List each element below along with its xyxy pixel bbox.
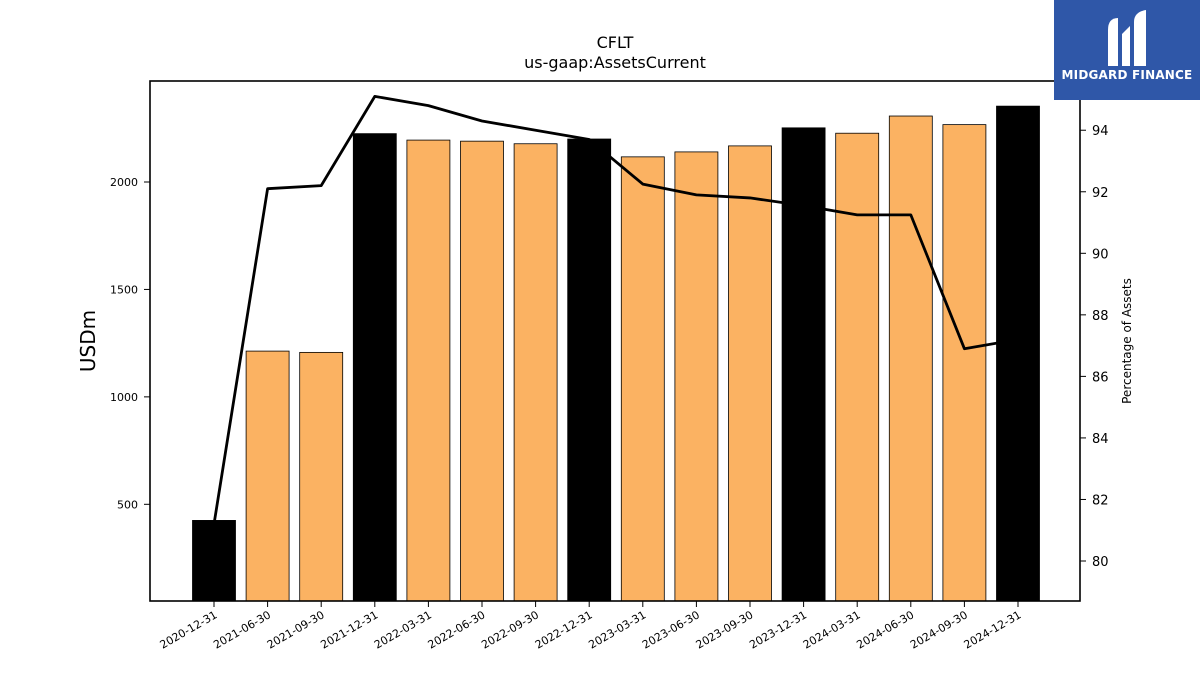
y-tick-label-right: 90 (1092, 247, 1109, 262)
y-axis-label-right: Percentage of Assets (1120, 278, 1134, 404)
bar-2022-03-31 (406, 139, 451, 602)
plot-frame (149, 80, 1081, 602)
y-tick-label-right: 84 (1092, 432, 1109, 447)
x-tick-label: 2024-03-31 (801, 608, 863, 651)
x-tick-label: 2024-09-30 (908, 608, 970, 651)
bar-2023-06-30 (674, 151, 719, 602)
x-tick-label: 2020-12-31 (158, 608, 220, 651)
bar-2022-09-30 (513, 143, 558, 602)
midgard-finance-logo: MIDGARD FINANCE (1054, 0, 1200, 100)
bar-2024-12-31 (996, 105, 1040, 602)
bar-2020-12-31 (192, 520, 236, 602)
y-tick-label-left: 2000 (110, 176, 138, 189)
x-tick-label: 2023-12-31 (747, 608, 809, 651)
x-tick-label: 2024-06-30 (854, 608, 916, 651)
y-tick-label-left: 1500 (110, 283, 138, 296)
y-tick-label-right: 80 (1092, 555, 1109, 570)
logo-text: MIDGARD FINANCE (1061, 68, 1193, 82)
y-tick-label-right: 94 (1092, 124, 1109, 139)
x-tick-label: 2023-03-31 (586, 608, 648, 651)
x-tick-label: 2021-12-31 (318, 608, 380, 651)
bar-2024-09-30 (942, 124, 987, 602)
x-tick-label: 2023-06-30 (640, 608, 702, 651)
x-tick-label: 2021-06-30 (211, 608, 273, 651)
y-tick-label-right: 82 (1092, 493, 1109, 508)
bar-2021-12-31 (352, 133, 397, 602)
bar-2023-09-30 (728, 145, 772, 602)
x-tick-label: 2022-12-31 (533, 608, 595, 651)
bar-2024-03-31 (835, 132, 880, 602)
y-tick-label-left: 1000 (110, 391, 138, 404)
line-layer (212, 94, 1019, 525)
x-tick-label: 2022-03-31 (372, 608, 434, 651)
bar-2022-06-30 (460, 140, 504, 602)
chart-subtitle: us-gaap:AssetsCurrent (524, 53, 706, 72)
y-axis-label-left: USDm (76, 310, 100, 372)
bars-layer (192, 105, 1040, 602)
bar-2023-03-31 (620, 156, 665, 602)
bar-2021-09-30 (299, 351, 344, 602)
percentage-line (212, 94, 1019, 525)
x-tick-label: 2021-09-30 (265, 608, 327, 651)
x-tick-label: 2022-06-30 (426, 608, 488, 651)
y-tick-label-right: 88 (1092, 309, 1109, 324)
bar-2023-12-31 (781, 127, 826, 602)
bar-2021-06-30 (245, 350, 290, 602)
x-tick-label: 2024-12-31 (962, 608, 1024, 651)
x-tick-label: 2023-09-30 (694, 608, 756, 651)
x-tick-label: 2022-09-30 (479, 608, 541, 651)
y-tick-label-right: 92 (1092, 186, 1109, 201)
chart-title: CFLT (597, 33, 634, 52)
midgard-logo-icon (1108, 10, 1146, 66)
bar-2024-06-30 (888, 115, 933, 602)
y-tick-label-right: 86 (1092, 370, 1109, 385)
y-tick-label-left: 500 (117, 498, 138, 511)
bar-2022-12-31 (567, 138, 612, 602)
